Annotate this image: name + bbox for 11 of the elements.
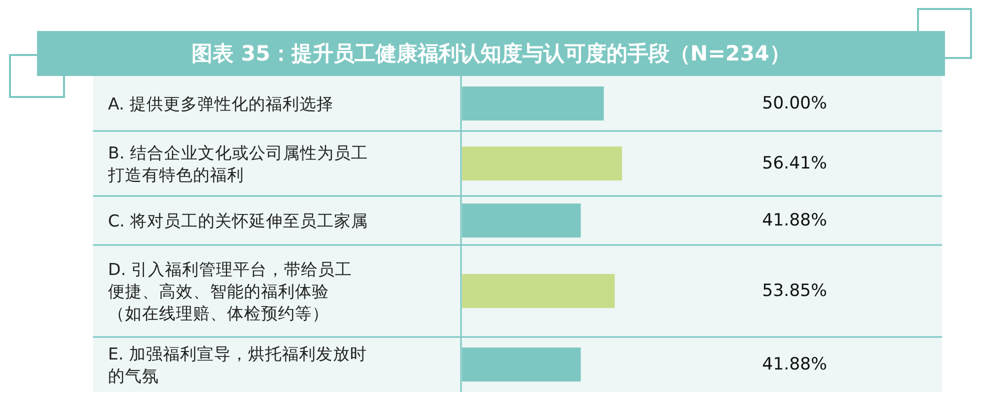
y-tick-label: E. 加强福利宣导，烘托福利发放时的气氛 [108,344,367,385]
data-label: 41.88% [762,354,827,374]
y-tick-label: A. 提供更多弹性化的福利选择 [108,94,334,113]
y-tick-label: C. 将对员工的关怀延伸至员工家属 [108,211,368,230]
chart-title: 图表 35：提升员工健康福利认知度与认可度的手段（N=234） [192,42,790,66]
y-tick-label: D. 引入福利管理平台，带给员工便捷、高效、智能的福利体验（如在线理赔、体检预约等） [108,260,352,322]
y-tick-label: B. 结合企业文化或公司属性为员工打造有特色的福利 [107,143,368,184]
data-label: 50.00% [762,94,827,114]
data-label: 53.85% [762,281,827,301]
data-label: 56.41% [762,154,827,174]
data-label: 41.88% [762,210,827,230]
